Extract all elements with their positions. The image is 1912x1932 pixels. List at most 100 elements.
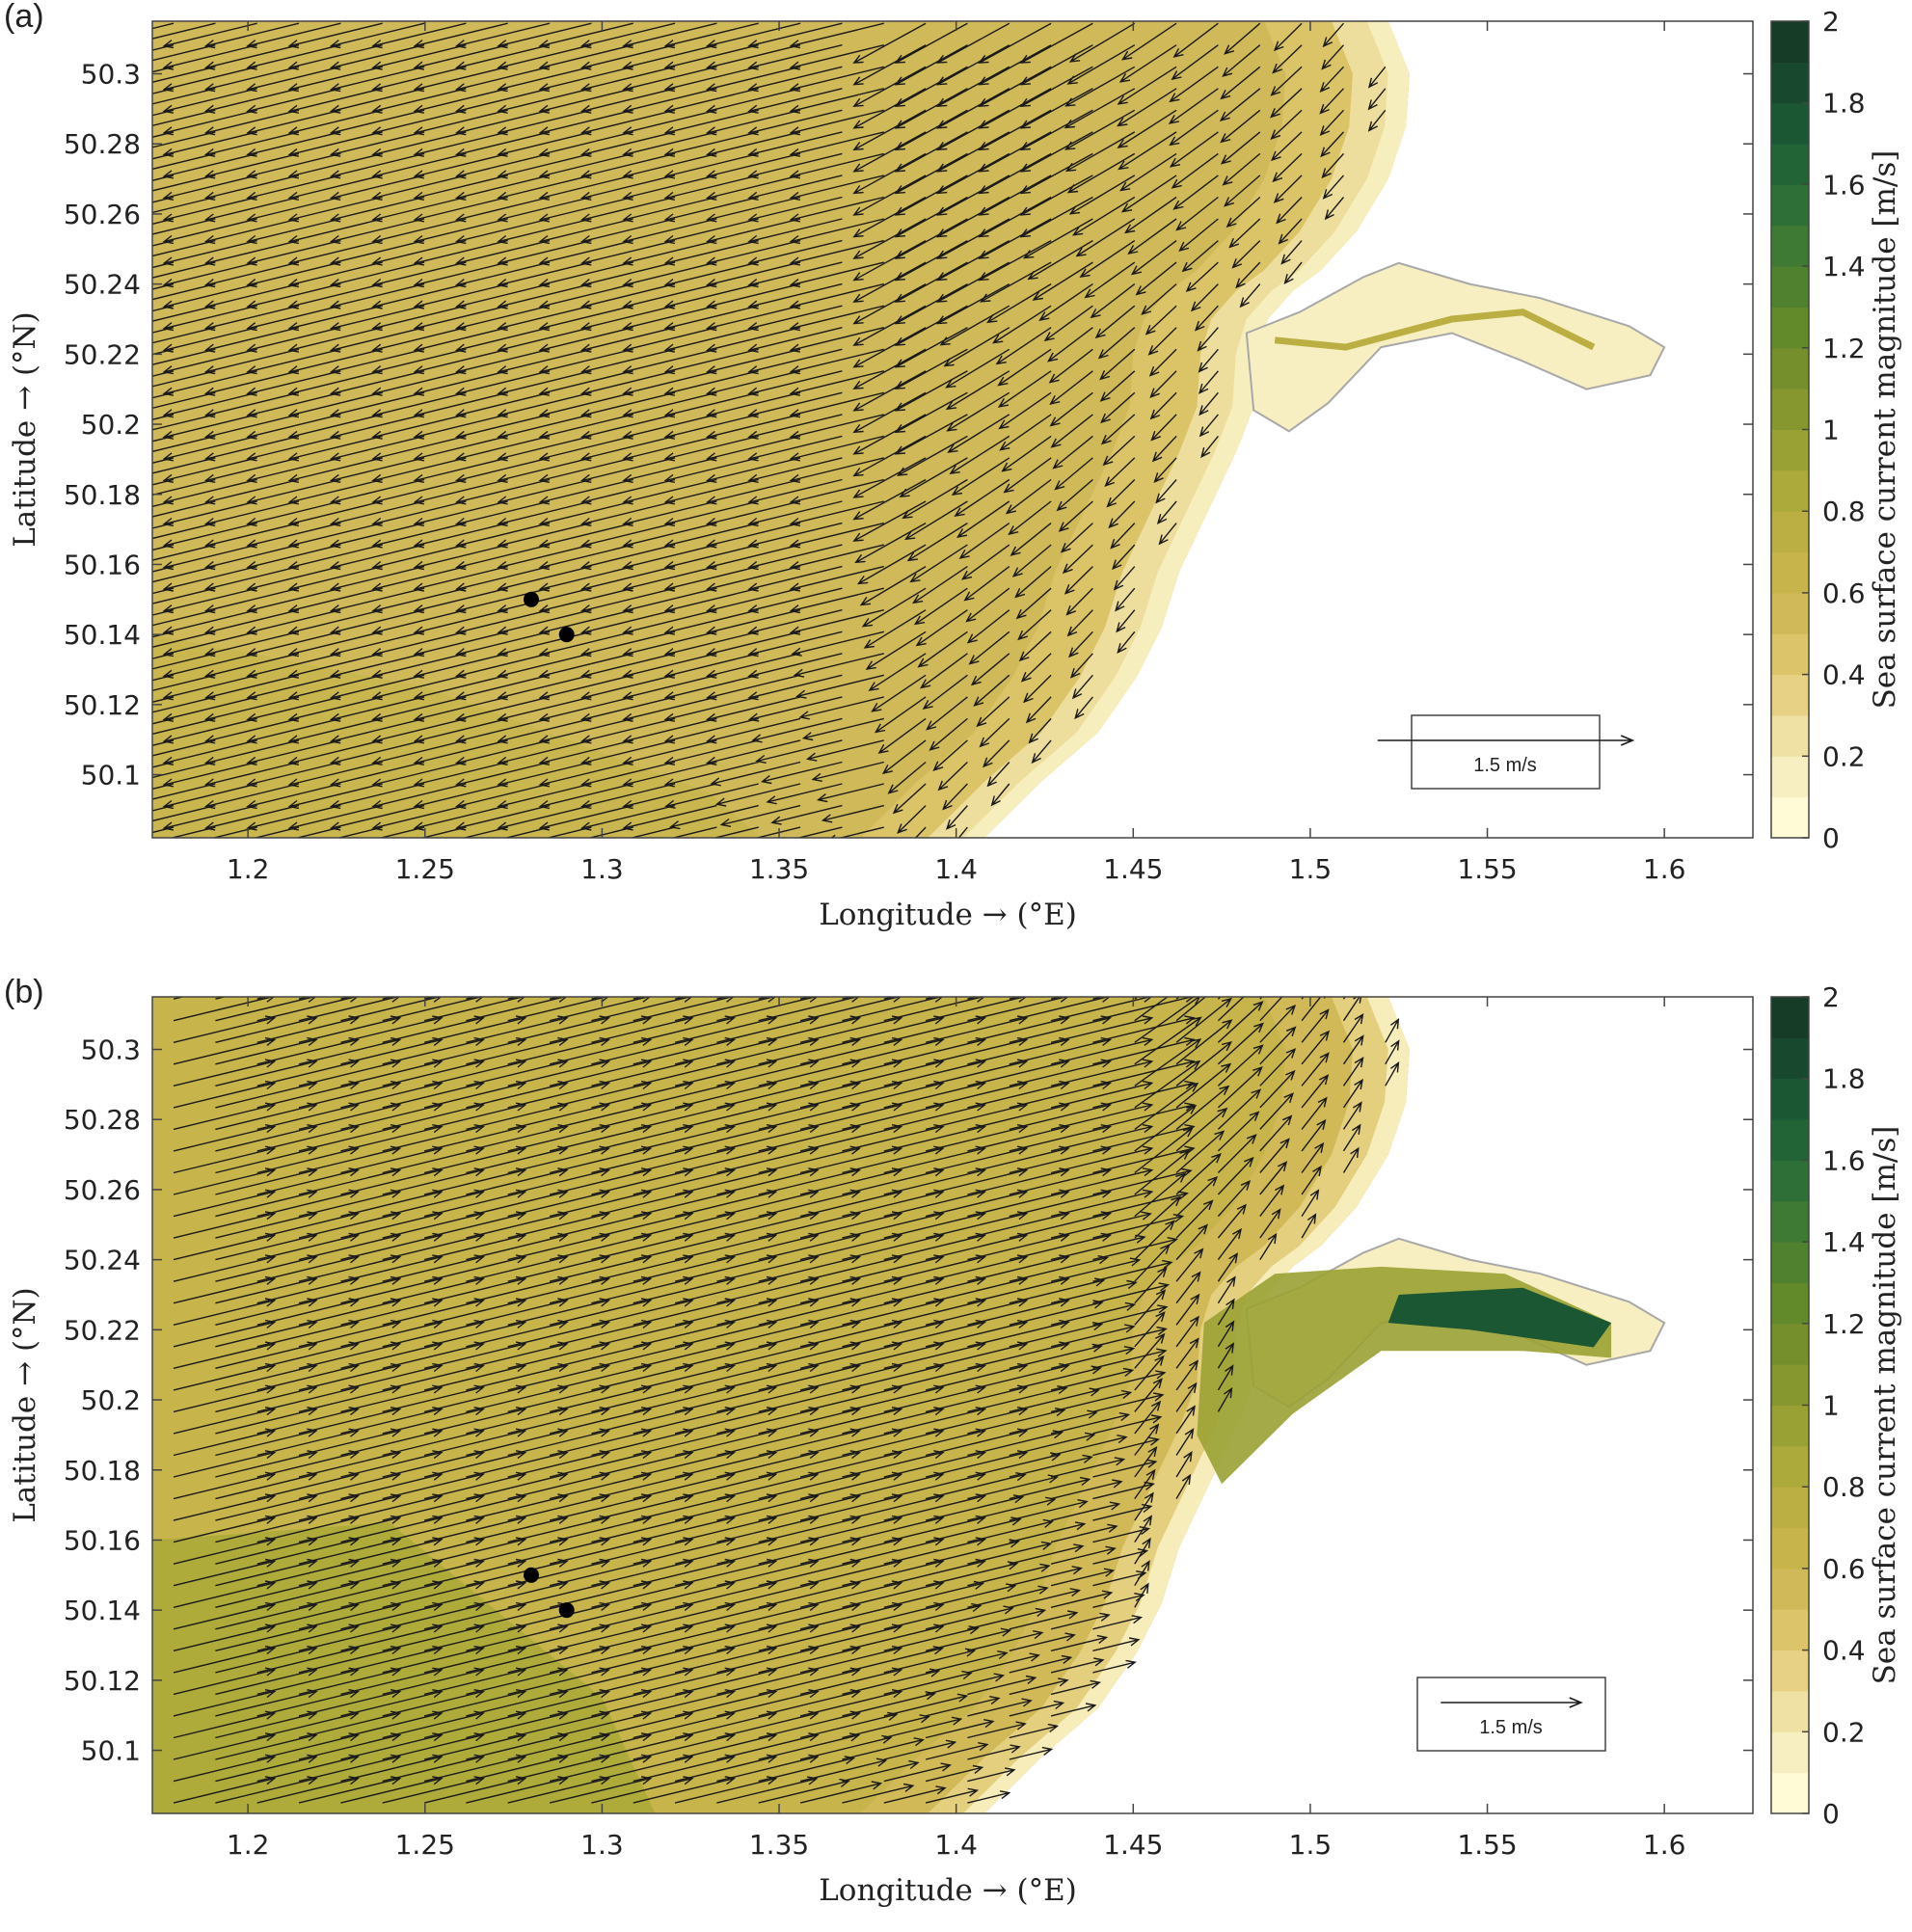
- current-vector: [162, 500, 257, 527]
- current-vector: [497, 327, 592, 353]
- current-vector: [758, 1362, 862, 1391]
- current-vector: [663, 239, 759, 266]
- current-vector: [799, 1558, 903, 1587]
- current-vector: [799, 1689, 903, 1717]
- current-vector: [926, 696, 968, 731]
- current-vector: [256, 1341, 360, 1369]
- current-vector: [1011, 544, 1052, 577]
- y-tick-label: 50.12: [64, 1665, 141, 1697]
- current-vector: [633, 1102, 737, 1131]
- current-vector: [298, 1710, 402, 1739]
- x-tick-label: 1.6: [1643, 853, 1686, 885]
- current-vector: [852, 457, 927, 498]
- current-vector: [663, 261, 759, 288]
- current-vector: [538, 261, 633, 288]
- current-vector: [340, 1754, 444, 1783]
- current-vector: [1217, 1111, 1260, 1152]
- current-vector: [203, 131, 300, 157]
- current-vector: [1118, 44, 1177, 83]
- current-vector: [674, 1754, 778, 1783]
- current-vector: [538, 391, 633, 418]
- colorbar-segment: [1771, 1568, 1809, 1610]
- current-vector: [152, 696, 175, 703]
- current-vector: [799, 1102, 903, 1131]
- current-vector: [152, 674, 216, 692]
- current-vector: [935, 174, 1010, 216]
- current-vector: [1342, 1078, 1363, 1109]
- current-vector: [1062, 544, 1093, 575]
- colorbar-label: Sea surface current magnitude [m/s]: [1868, 150, 1902, 710]
- current-vector: [1134, 1016, 1202, 1065]
- current-vector: [674, 1298, 778, 1326]
- current-vector: [967, 1341, 1070, 1369]
- current-vector: [152, 609, 216, 627]
- current-vector: [215, 1623, 318, 1651]
- current-vector: [1110, 523, 1136, 550]
- current-vector: [256, 1015, 360, 1043]
- current-vector: [246, 88, 341, 114]
- current-vector: [152, 282, 216, 301]
- panel-a: (a) 1.2 1.25 1.3 1.35 1.4 1.45 1.5 1.55 1.6 50.1 5…: [0, 0, 1912, 956]
- current-vector: [758, 1254, 862, 1282]
- current-vector: [579, 609, 676, 635]
- current-vector: [1148, 348, 1177, 377]
- current-vector: [591, 1189, 694, 1218]
- current-vector: [1239, 283, 1261, 309]
- current-vector: [215, 1667, 318, 1696]
- current-vector: [1235, 261, 1261, 289]
- current-vector: [758, 1558, 862, 1587]
- current-vector: [935, 282, 1010, 325]
- current-vector: [152, 565, 175, 573]
- current-vector: [747, 239, 843, 266]
- current-vector: [1090, 283, 1136, 319]
- current-vector: [1283, 261, 1303, 285]
- current-vector: [1069, 653, 1093, 679]
- current-vector: [789, 414, 884, 440]
- current-vector: [162, 88, 257, 114]
- current-vector: [152, 739, 216, 757]
- current-vector: [1009, 1677, 1069, 1696]
- current-vector: [842, 1167, 945, 1195]
- current-vector: [1171, 152, 1219, 189]
- current-vector: [1301, 1030, 1331, 1065]
- current-vector: [1092, 1348, 1168, 1369]
- current-vector: [579, 370, 676, 396]
- current-vector: [842, 1537, 945, 1565]
- current-vector: [909, 544, 968, 583]
- current-vector: [1050, 1211, 1152, 1239]
- current-vector: [246, 327, 341, 353]
- current-vector: [256, 1515, 360, 1543]
- current-vector: [883, 1716, 963, 1739]
- current-vector: [1135, 261, 1177, 296]
- current-vector: [883, 1080, 987, 1109]
- current-vector: [897, 435, 968, 476]
- current-vector: [852, 88, 927, 129]
- current-vector: [894, 282, 968, 325]
- current-vector: [1301, 1096, 1328, 1130]
- current-vector: [371, 717, 467, 744]
- current-vector: [747, 282, 843, 309]
- current-vector: [287, 239, 383, 266]
- current-vector: [1060, 523, 1093, 553]
- current-vector: [852, 414, 927, 455]
- current-vector: [674, 1558, 778, 1587]
- current-vector: [705, 696, 801, 722]
- current-vector: [152, 500, 216, 518]
- current-vector: [1134, 1038, 1202, 1087]
- current-vector: [821, 804, 884, 823]
- current-vector: [152, 174, 216, 192]
- current-vector: [945, 805, 968, 830]
- current-vector: [622, 544, 717, 571]
- current-vector: [674, 1384, 778, 1413]
- current-vector: [423, 1407, 527, 1435]
- colorbar-tick-label: 1.4: [1822, 251, 1866, 282]
- current-vector: [1009, 1145, 1113, 1174]
- current-vector: [423, 1580, 527, 1608]
- current-vector: [622, 391, 717, 418]
- current-vector: [622, 457, 717, 483]
- colorbar-segment: [1771, 1242, 1809, 1283]
- current-vector: [705, 370, 801, 396]
- current-vector: [705, 739, 801, 765]
- current-vector: [256, 1275, 360, 1304]
- current-vector: [454, 88, 551, 114]
